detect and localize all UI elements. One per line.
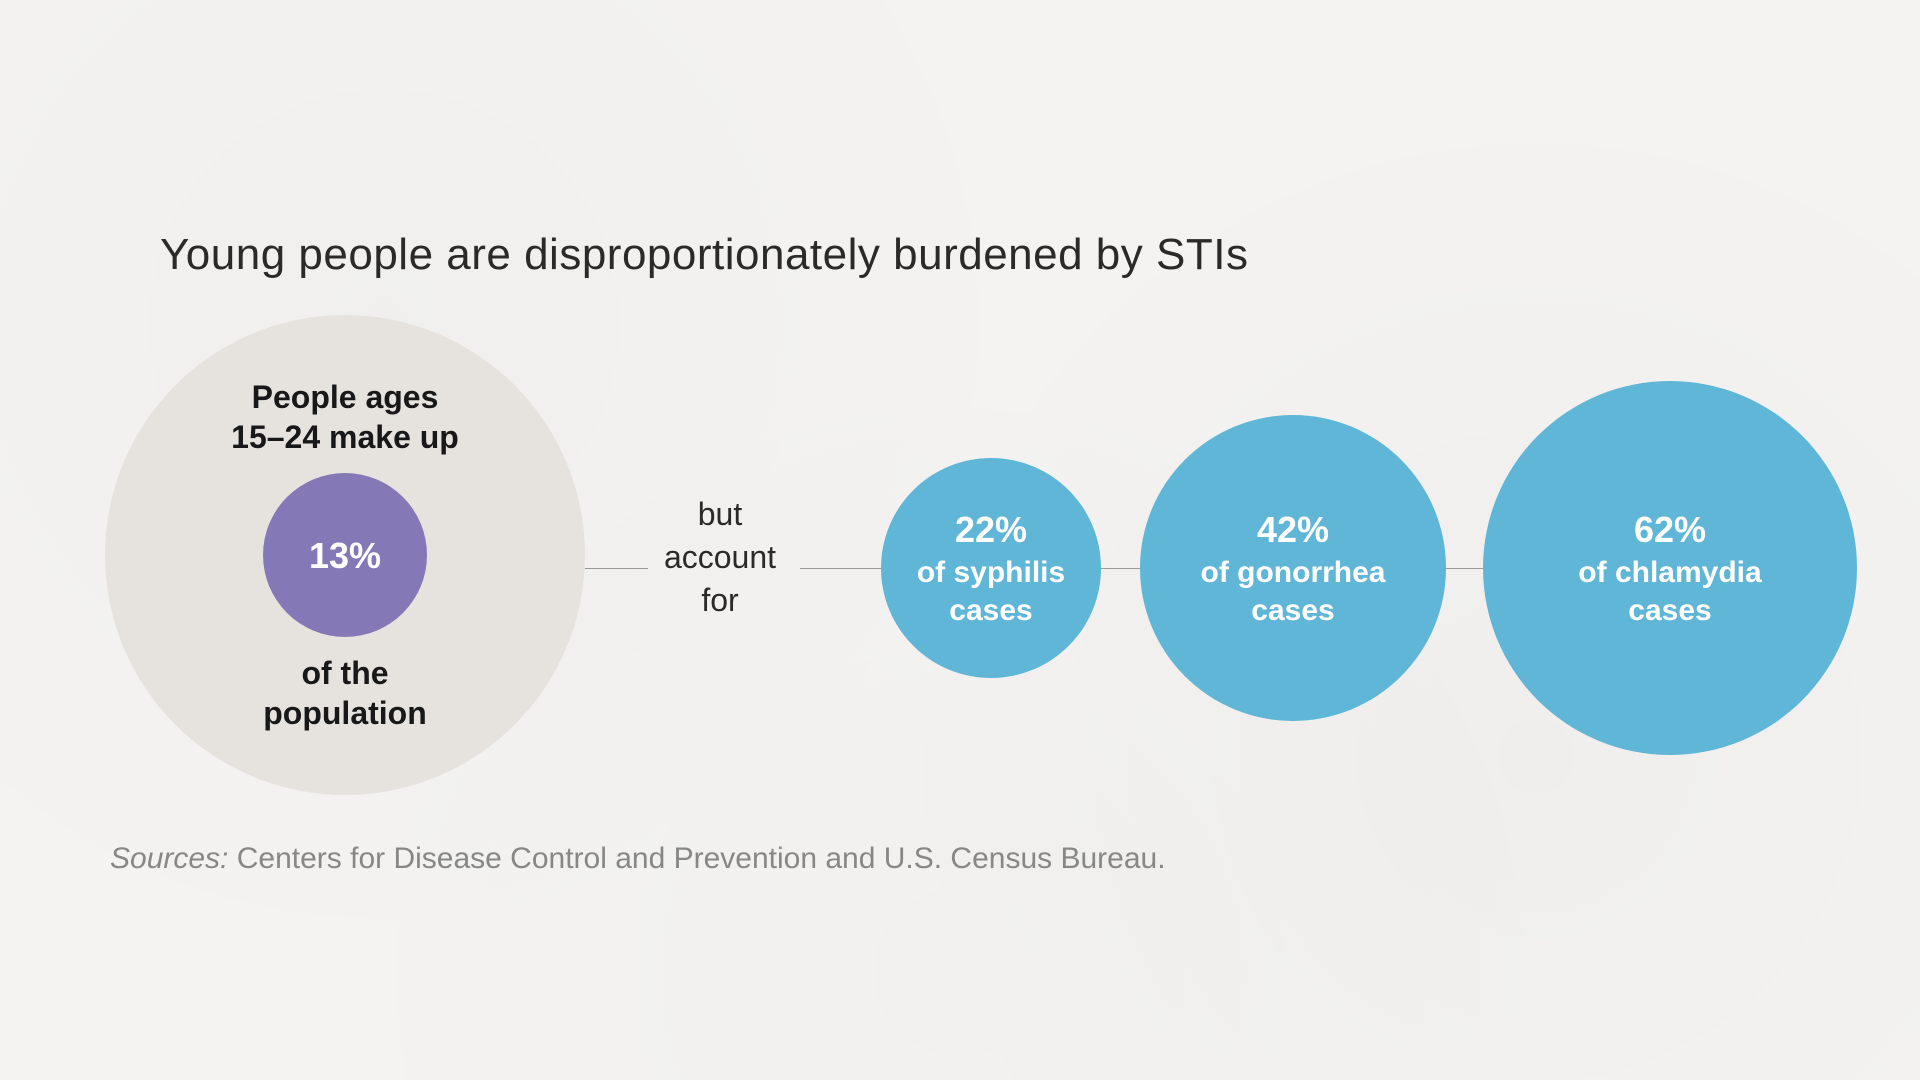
connector-line (800, 568, 881, 569)
connector-line2: account (664, 539, 776, 575)
case-desc: of syphilis cases (917, 554, 1065, 629)
case-circle-gonorrhea: 42% of gonorrhea cases (1140, 415, 1446, 721)
case-desc-line2: cases (1251, 594, 1334, 627)
connector-line (1101, 568, 1140, 569)
population-bottom-label: of the population (105, 653, 585, 733)
infographic-chart: People ages 15–24 make up of the populat… (0, 0, 1920, 1080)
connector-line1: but (698, 496, 742, 532)
case-desc: of chlamydia cases (1578, 554, 1761, 629)
case-desc-line2: cases (949, 594, 1032, 627)
population-bot-line1: of the (301, 655, 388, 691)
sources-body: Centers for Disease Control and Preventi… (228, 842, 1165, 875)
case-desc-line1: of syphilis (917, 556, 1065, 589)
case-desc-line1: of gonorrhea (1201, 556, 1386, 589)
case-desc-line1: of chlamydia (1578, 556, 1761, 589)
population-top-line2: 15–24 make up (231, 419, 459, 455)
case-percent: 62% (1634, 507, 1706, 552)
case-circle-syphilis: 22% of syphilis cases (881, 458, 1101, 678)
connector-line (1446, 568, 1483, 569)
population-inner-circle: 13% (263, 473, 427, 637)
case-circle-chlamydia: 62% of chlamydia cases (1483, 381, 1857, 755)
case-desc-line2: cases (1628, 594, 1711, 627)
population-bot-line2: population (263, 695, 427, 731)
case-desc: of gonorrhea cases (1201, 554, 1386, 629)
population-top-label: People ages 15–24 make up (105, 377, 585, 457)
connector-text: but account for (640, 493, 800, 623)
population-top-line1: People ages (252, 379, 439, 415)
population-percent: 13% (309, 533, 381, 578)
connector-line (585, 568, 648, 569)
case-percent: 22% (955, 507, 1027, 552)
sources-label: Sources: (110, 842, 228, 875)
case-percent: 42% (1257, 507, 1329, 552)
connector-line3: for (701, 582, 738, 618)
sources-text: Sources: Centers for Disease Control and… (110, 842, 1166, 876)
